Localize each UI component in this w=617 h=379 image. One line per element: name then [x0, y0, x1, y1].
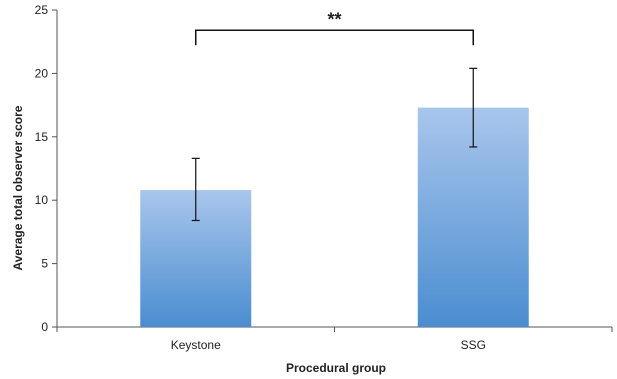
- x-axis-title: Procedural group: [286, 361, 386, 375]
- y-tick-label: 20: [35, 66, 49, 80]
- error-bars: [191, 67, 478, 222]
- bracket-line: [195, 29, 474, 46]
- bars: [140, 107, 529, 327]
- significance-label: **: [327, 9, 341, 29]
- y-axis: 0 5 10 15 20 25: [35, 3, 58, 334]
- y-tick-label: 5: [41, 257, 48, 271]
- y-tick-label: 15: [35, 130, 49, 144]
- x-tick-label: Keystone: [171, 338, 221, 352]
- y-tick-label: 0: [41, 320, 48, 334]
- x-tick-label: SSG: [461, 338, 486, 352]
- x-axis: Keystone SSG: [56, 326, 613, 352]
- y-axis-title: Average total observer score: [11, 105, 25, 270]
- y-tick-label: 25: [35, 3, 49, 17]
- significance-bracket: **: [195, 9, 474, 46]
- y-tick-label: 10: [35, 193, 49, 207]
